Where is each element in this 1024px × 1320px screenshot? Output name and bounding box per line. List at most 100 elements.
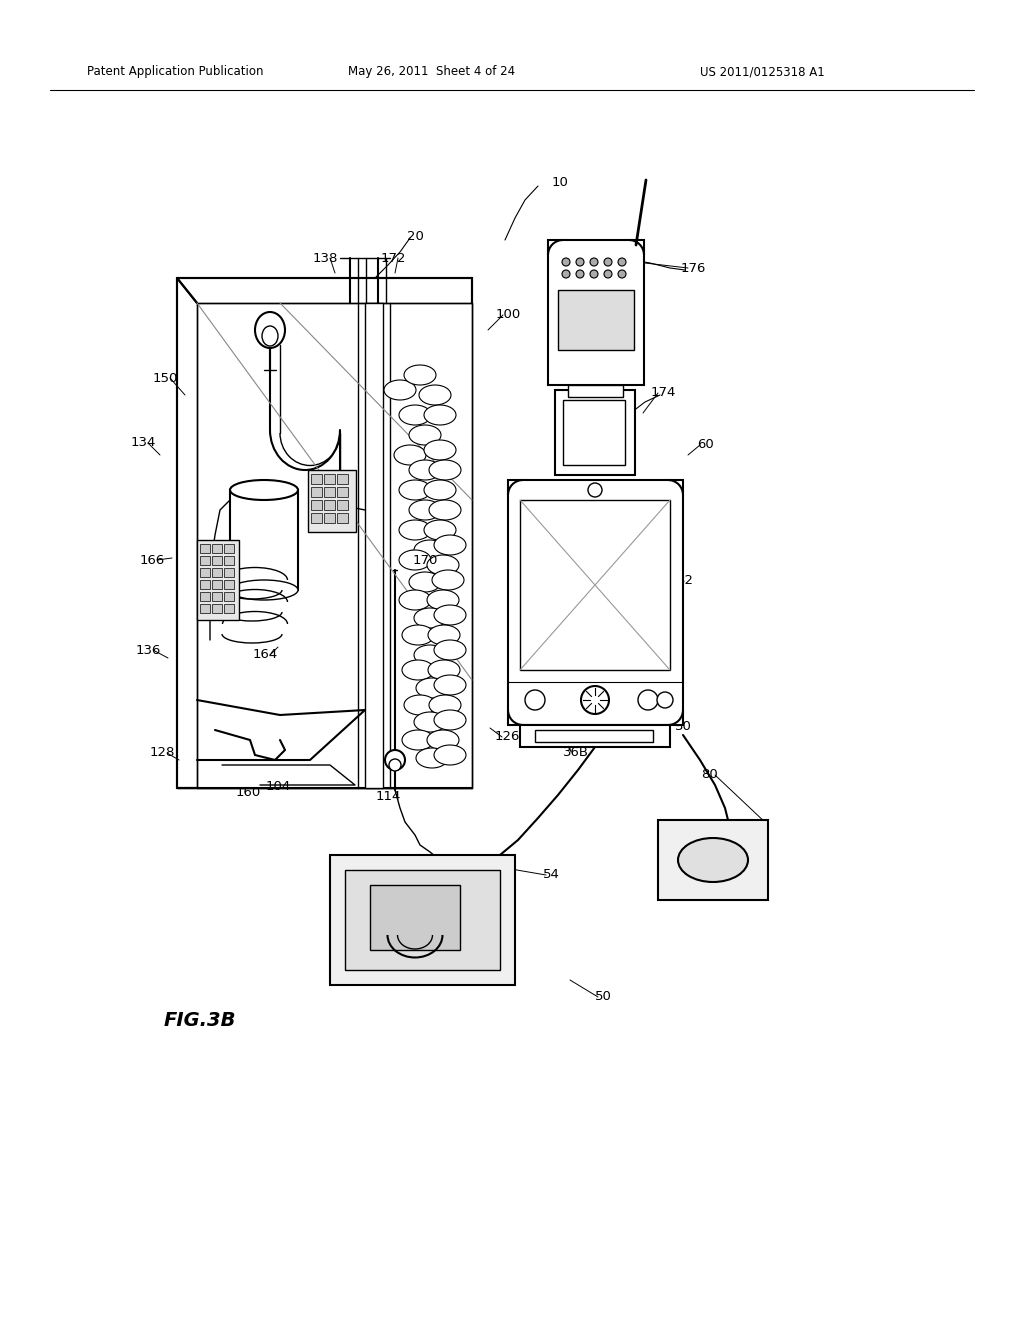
Bar bbox=[224, 556, 234, 565]
Text: 32: 32 bbox=[677, 573, 693, 586]
Bar bbox=[337, 500, 348, 510]
Ellipse shape bbox=[399, 550, 431, 570]
Ellipse shape bbox=[434, 744, 466, 766]
Bar bbox=[311, 513, 322, 523]
Bar bbox=[200, 591, 210, 601]
Bar bbox=[212, 544, 222, 553]
Ellipse shape bbox=[427, 554, 459, 576]
Ellipse shape bbox=[416, 748, 449, 768]
Ellipse shape bbox=[230, 579, 298, 601]
Circle shape bbox=[588, 483, 602, 498]
Bar bbox=[508, 480, 683, 725]
Bar bbox=[212, 591, 222, 601]
Bar bbox=[212, 568, 222, 577]
Text: 172: 172 bbox=[380, 252, 406, 264]
Bar bbox=[337, 513, 348, 523]
Text: 126: 126 bbox=[495, 730, 520, 743]
Text: 36B: 36B bbox=[563, 746, 589, 759]
Ellipse shape bbox=[399, 480, 431, 500]
Ellipse shape bbox=[424, 480, 456, 500]
Ellipse shape bbox=[427, 730, 459, 750]
Text: 104: 104 bbox=[265, 780, 291, 792]
Ellipse shape bbox=[262, 326, 278, 346]
Text: 160: 160 bbox=[236, 785, 261, 799]
Bar bbox=[535, 730, 653, 742]
Ellipse shape bbox=[429, 696, 461, 715]
Ellipse shape bbox=[399, 520, 431, 540]
Ellipse shape bbox=[428, 624, 460, 645]
Bar bbox=[224, 579, 234, 589]
Ellipse shape bbox=[434, 535, 466, 554]
Circle shape bbox=[562, 271, 570, 279]
Text: 50: 50 bbox=[595, 990, 611, 1003]
Circle shape bbox=[575, 257, 584, 267]
Bar bbox=[311, 500, 322, 510]
Bar bbox=[212, 605, 222, 612]
Ellipse shape bbox=[432, 570, 464, 590]
Bar bbox=[555, 389, 635, 475]
Bar bbox=[311, 487, 322, 498]
Bar bbox=[200, 556, 210, 565]
Ellipse shape bbox=[414, 711, 446, 733]
Circle shape bbox=[562, 257, 570, 267]
Bar bbox=[658, 820, 768, 900]
Bar bbox=[365, 304, 383, 788]
Bar bbox=[337, 474, 348, 484]
Bar bbox=[337, 487, 348, 498]
Circle shape bbox=[657, 692, 673, 708]
Ellipse shape bbox=[409, 572, 441, 591]
Ellipse shape bbox=[419, 385, 451, 405]
Ellipse shape bbox=[409, 425, 441, 445]
Text: 20: 20 bbox=[407, 231, 424, 243]
Bar bbox=[563, 400, 625, 465]
Bar bbox=[330, 855, 515, 985]
Bar bbox=[200, 544, 210, 553]
Text: 128: 128 bbox=[150, 747, 175, 759]
Bar bbox=[311, 474, 322, 484]
Circle shape bbox=[638, 690, 658, 710]
Text: 114: 114 bbox=[376, 791, 400, 804]
Bar bbox=[200, 568, 210, 577]
Ellipse shape bbox=[384, 380, 416, 400]
Bar bbox=[308, 470, 356, 532]
Text: 80: 80 bbox=[701, 768, 719, 781]
Text: 170: 170 bbox=[413, 553, 437, 566]
Bar bbox=[370, 884, 460, 950]
Bar bbox=[197, 540, 239, 620]
Text: FIG.3B: FIG.3B bbox=[164, 1011, 237, 1030]
Ellipse shape bbox=[402, 624, 434, 645]
Ellipse shape bbox=[434, 710, 466, 730]
Circle shape bbox=[618, 271, 626, 279]
Ellipse shape bbox=[434, 675, 466, 696]
Bar bbox=[324, 500, 335, 510]
Bar bbox=[548, 240, 644, 385]
Circle shape bbox=[604, 257, 612, 267]
Text: US 2011/0125318 A1: US 2011/0125318 A1 bbox=[699, 66, 824, 78]
Bar bbox=[345, 870, 500, 970]
Circle shape bbox=[525, 690, 545, 710]
Ellipse shape bbox=[429, 500, 461, 520]
Text: 166: 166 bbox=[139, 553, 165, 566]
Ellipse shape bbox=[409, 459, 441, 480]
Text: 174: 174 bbox=[650, 387, 676, 400]
Ellipse shape bbox=[429, 459, 461, 480]
Bar bbox=[230, 490, 298, 590]
Bar bbox=[568, 385, 623, 397]
Bar bbox=[520, 725, 670, 747]
Ellipse shape bbox=[678, 838, 748, 882]
Ellipse shape bbox=[424, 440, 456, 459]
Ellipse shape bbox=[414, 609, 446, 628]
Text: 60: 60 bbox=[696, 438, 714, 451]
Ellipse shape bbox=[399, 405, 431, 425]
Ellipse shape bbox=[428, 660, 460, 680]
Circle shape bbox=[618, 257, 626, 267]
Ellipse shape bbox=[404, 696, 436, 715]
Bar bbox=[324, 487, 335, 498]
Bar bbox=[200, 579, 210, 589]
Circle shape bbox=[581, 686, 609, 714]
Ellipse shape bbox=[230, 480, 298, 500]
Bar bbox=[212, 579, 222, 589]
Bar bbox=[224, 605, 234, 612]
Text: 164: 164 bbox=[252, 648, 278, 661]
Bar bbox=[520, 500, 670, 671]
